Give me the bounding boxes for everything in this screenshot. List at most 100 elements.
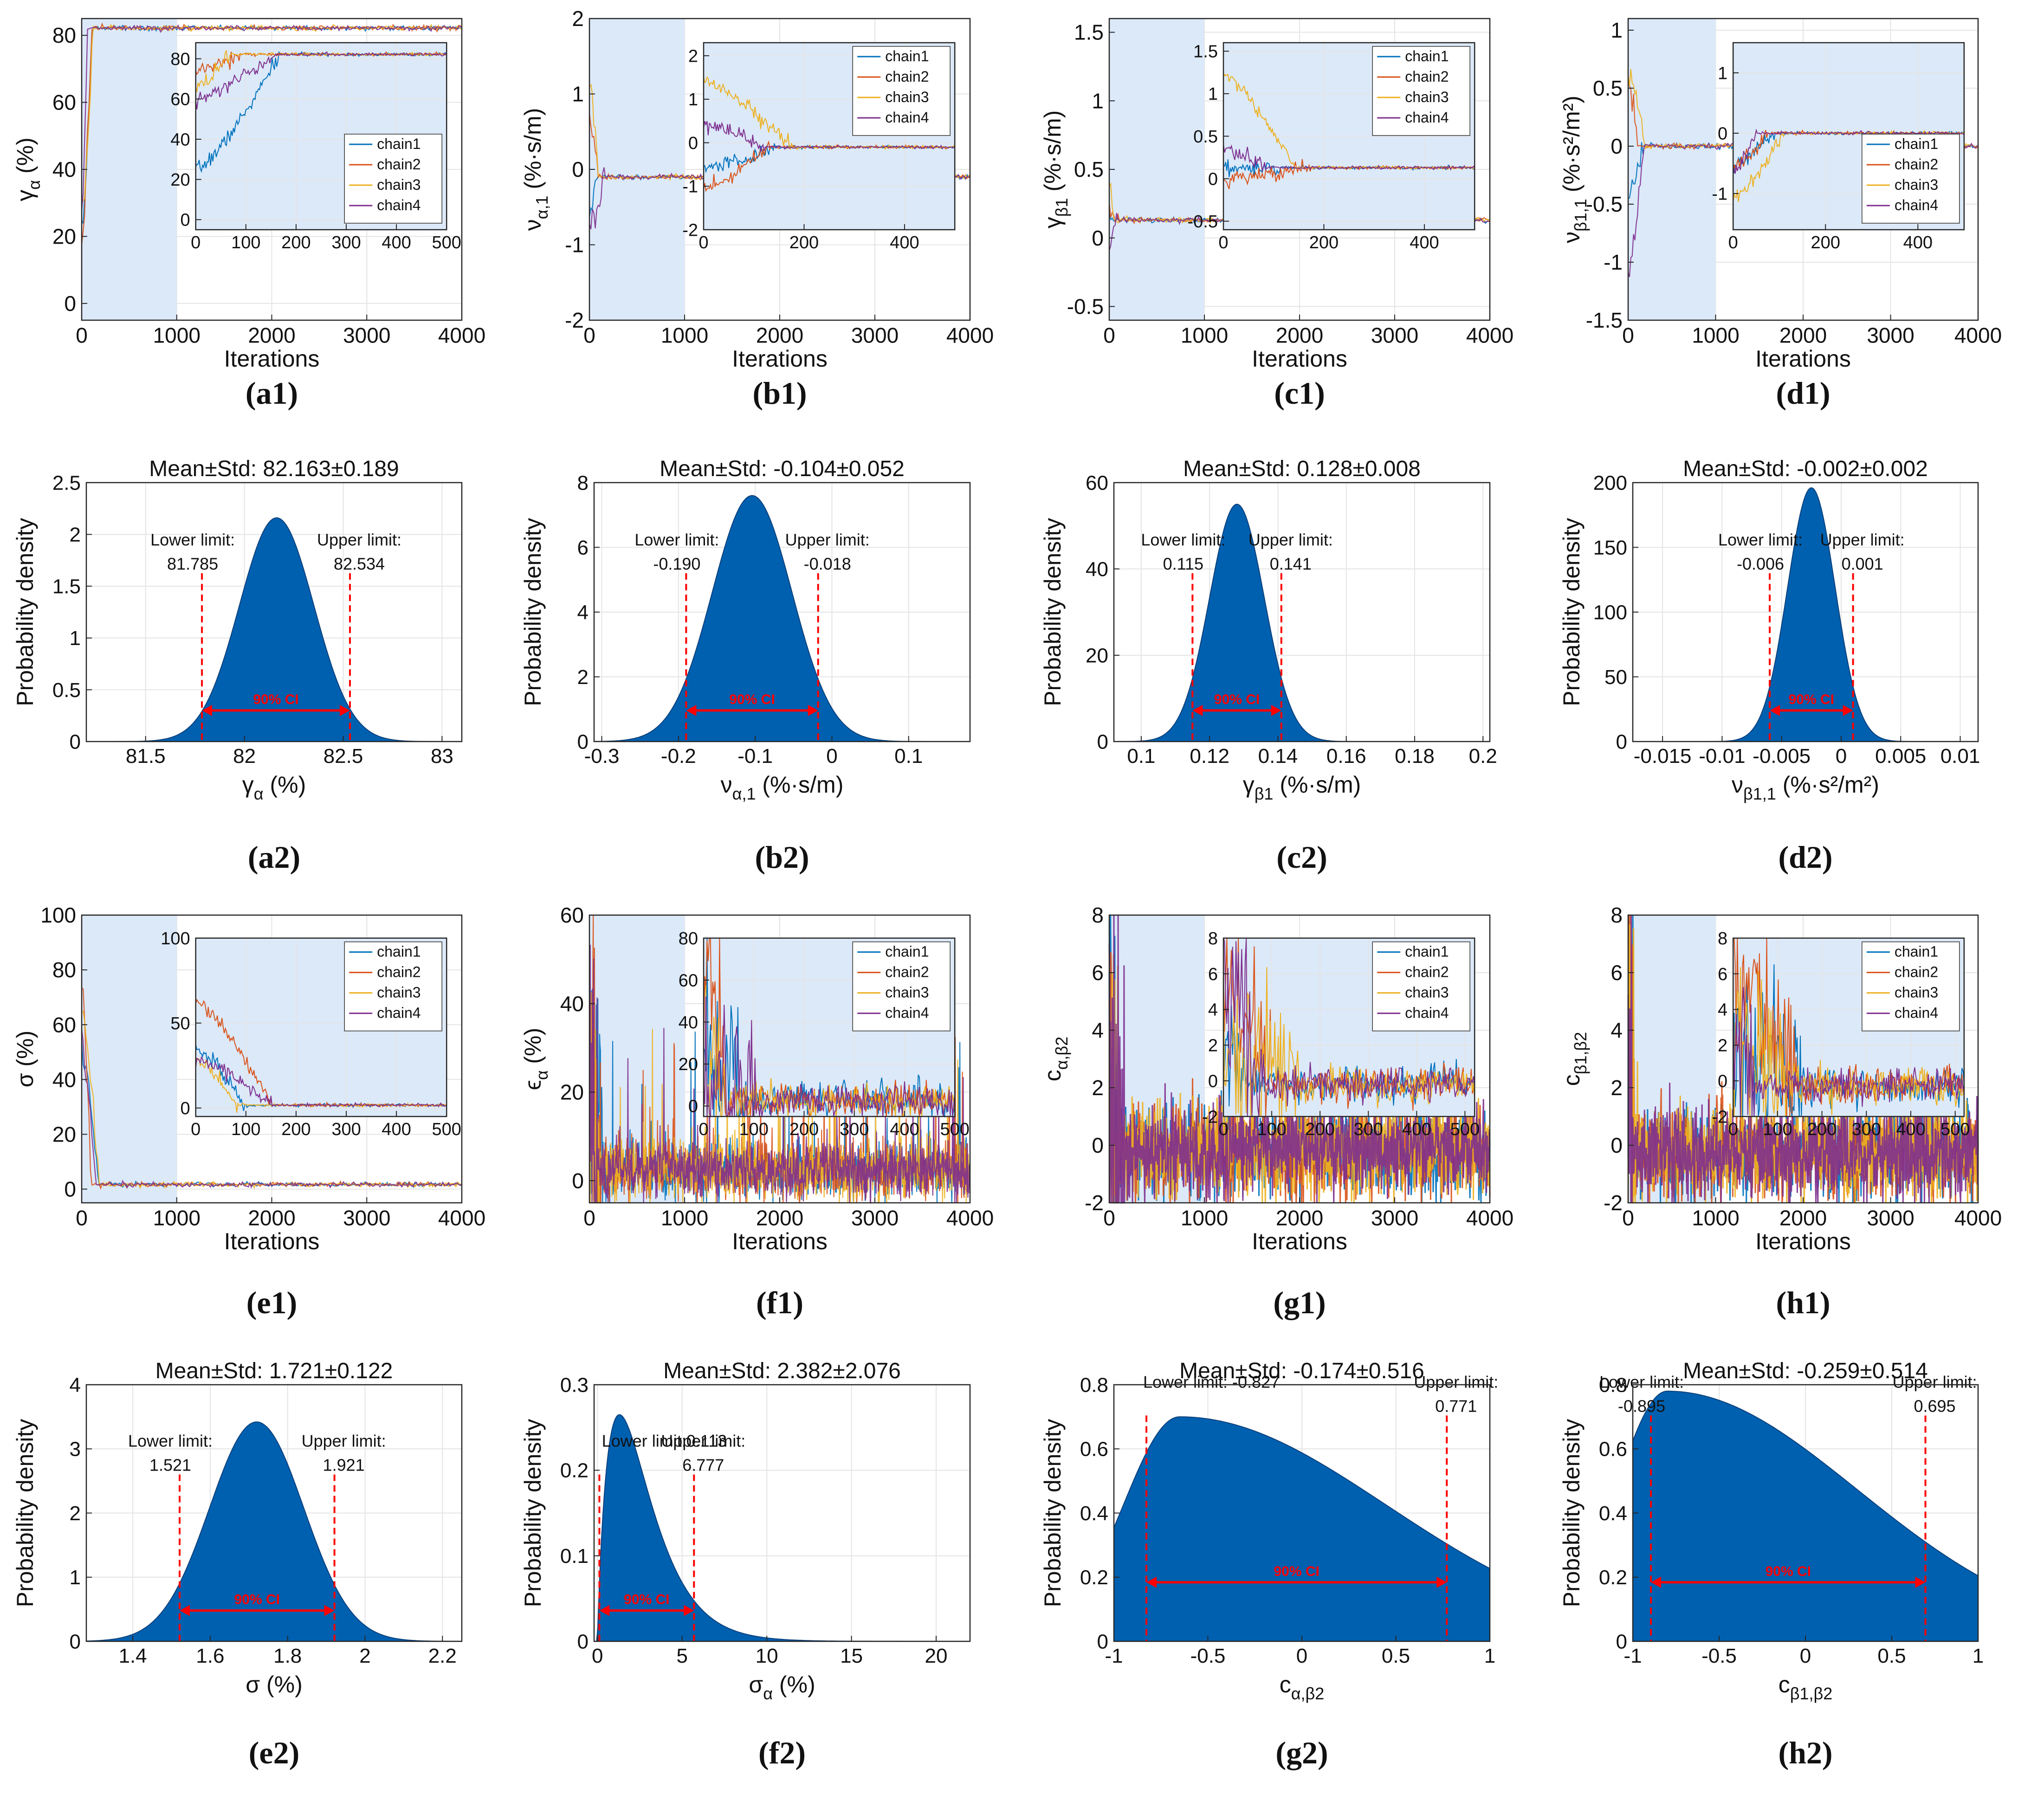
d1-inset-ytick-label-0: -1 — [1712, 184, 1727, 204]
b1-inset-xtick-label-2: 400 — [890, 233, 919, 252]
g2-ylabel: Probability density — [1040, 1419, 1066, 1607]
d1-ytick-label-1: -1 — [1604, 250, 1623, 274]
h1-inset-ytick-label-0: -2 — [1712, 1107, 1727, 1127]
g2-panel-label: (g2) — [1275, 1735, 1328, 1770]
f2-ytick-label-2: 0.2 — [560, 1459, 589, 1482]
a1-ytick-label-0: 0 — [64, 291, 76, 316]
c1-inset-xtick-label-0: 0 — [1218, 233, 1228, 252]
f1-legend-label-4: chain4 — [885, 1005, 929, 1021]
g1-inset-ytick-label-1: 0 — [1208, 1071, 1218, 1091]
e1-xtick-label-3: 3000 — [343, 1206, 390, 1230]
h1-inset-chain3-line — [1733, 967, 1965, 1117]
b1-legend-box — [852, 46, 951, 136]
g1-ytick-label-4: 6 — [1092, 961, 1104, 985]
g1-xtick-label-4: 4000 — [1466, 1206, 1514, 1230]
d2-xtick-label-0: -0.015 — [1634, 745, 1692, 768]
b1-legend: chain1 chain2 chain3 chain4 — [852, 46, 951, 136]
d1-ylabel: νβ1,1 (%·s²/m²) — [1559, 96, 1590, 243]
d2-xtick-label-2: -0.005 — [1753, 745, 1811, 768]
e1-chain4-line — [81, 1029, 462, 1189]
g1-inset-xtick-label-5: 500 — [1450, 1120, 1480, 1139]
b2-title: Mean±Std: -0.104±0.052 — [660, 457, 905, 481]
a1-xtick-label-2: 2000 — [248, 323, 295, 347]
f2-ylabel: Probability density — [520, 1419, 546, 1607]
h1-panel-label: (h1) — [1776, 1285, 1830, 1320]
c1-xtick-label-4: 4000 — [1466, 323, 1514, 347]
h2-ytick-label-1: 0.2 — [1599, 1566, 1627, 1589]
h1-ylabel: cβ1,β2 — [1559, 1032, 1590, 1086]
a1-xtick-label-0: 0 — [76, 323, 88, 347]
b1-xtick-label-1: 1000 — [661, 323, 708, 347]
e2-xtick-label-1: 1.6 — [196, 1645, 224, 1667]
h2-ytick-label-2: 0.4 — [1599, 1502, 1627, 1525]
d1-inset-frame — [1732, 42, 1965, 231]
e1-inset-ytick-label-1: 50 — [170, 1014, 190, 1033]
a1-inset-ytick-label-0: 0 — [181, 211, 190, 230]
c2-ci-arrowhead-left — [1192, 705, 1203, 716]
d1-xtick-label-2: 2000 — [1779, 323, 1827, 347]
c1-inset-ytick-label-3: 1 — [1208, 84, 1218, 104]
a2-xlabel: γα (%) — [242, 772, 306, 803]
a2-lower-text-1: 81.785 — [167, 554, 218, 573]
c1-inset-xtick-label-2: 400 — [1410, 233, 1439, 252]
a2-ci-arrowhead-left — [202, 705, 213, 716]
a1-inset-frame — [195, 42, 447, 231]
h1-legend: chain1 chain2 chain3 chain4 — [1862, 941, 1960, 1032]
g1-panel-label: (g1) — [1273, 1285, 1326, 1320]
b2-xtick-label-2: -0.1 — [737, 745, 773, 768]
b1-inset: 0 200 400 -2 -1 0 1 2 chain1 chain2 chain3 chain4 — [682, 42, 956, 252]
d1-legend-label-3: chain3 — [1895, 176, 1938, 193]
f1-xtick-label-4: 4000 — [946, 1206, 994, 1230]
b2-xtick-label-3: 0 — [826, 745, 837, 768]
h1-inset-xtick-label-5: 500 — [1940, 1120, 1970, 1139]
g1-inset-chain2-line — [1223, 938, 1475, 1117]
d2-ytick-label-2: 100 — [1593, 601, 1627, 624]
d1-xlabel: Iterations — [1755, 346, 1851, 372]
density-panel-e2: 90% CI Lower limit: 1.521 Upper limit: 1.921… — [12, 1359, 463, 1770]
e1-inset-xtick-label-0: 0 — [191, 1120, 201, 1139]
g1-xtick-label-3: 3000 — [1371, 1206, 1418, 1230]
b1-inset-xtick-label-0: 0 — [699, 233, 708, 252]
e1-xtick-label-2: 2000 — [248, 1206, 295, 1230]
g1-xtick-label-0: 0 — [1103, 1206, 1115, 1230]
c1-xtick-label-0: 0 — [1103, 323, 1115, 347]
a2-upper-text-0: Upper limit: — [317, 530, 401, 549]
b1-xtick-label-3: 3000 — [851, 323, 899, 347]
f1-inset-xtick-label-1: 100 — [739, 1120, 769, 1139]
d2-lower-text-0: Lower limit: — [1718, 530, 1803, 549]
a1-inset-chain4-line — [195, 51, 447, 110]
g1-legend-label-4: chain4 — [1405, 1005, 1449, 1021]
b1-xlabel: Iterations — [732, 346, 828, 372]
e2-upper-text-1: 1.921 — [323, 1456, 365, 1475]
f2-xtick-label-3: 15 — [840, 1645, 863, 1667]
f2-ytick-label-3: 0.3 — [560, 1374, 589, 1396]
density-panel-g2: 90% CI Lower limit: -0.827 Upper limit: 0.7… — [1040, 1359, 1498, 1770]
density-panel-a2: 90% CI Lower limit: 81.785 Upper limit: 82.5… — [12, 457, 463, 875]
c1-inset: 0 200 400-0.500.511.5 chain1chain2chain3cha… — [1188, 42, 1475, 252]
h2-xtick-label-4: 1 — [1973, 1645, 1984, 1667]
g2-density-area — [1113, 1416, 1490, 1642]
h1-inset-ytick-label-3: 4 — [1718, 1000, 1727, 1020]
a1-xtick-label-4: 4000 — [438, 323, 485, 347]
f1-ytick-label-2: 40 — [560, 992, 584, 1016]
h2-xtick-label-2: 0 — [1800, 1645, 1811, 1667]
d1-legend-box — [1862, 134, 1960, 224]
c1-inset-chain4-line — [1223, 144, 1475, 173]
f2-ytick-label-1: 0.1 — [560, 1545, 589, 1568]
g1-ytick-label-5: 8 — [1092, 903, 1104, 927]
d1-legend: chain1 chain2 chain3 chain4 — [1862, 134, 1960, 224]
a2-frame — [85, 482, 463, 742]
f1-ytick-label-0: 0 — [572, 1168, 584, 1193]
c1-legend-label-2: chain2 — [1405, 68, 1449, 85]
f2-lower-text-0: Lower limit:0.113 — [602, 1432, 727, 1451]
d1-burnin-region — [1628, 19, 1716, 320]
c2-xlabel: γβ1 (%·s/m) — [1243, 772, 1361, 803]
b2-ci-arrowhead-right — [808, 705, 818, 716]
trace-panel-d1: 0 1000 2000 3000 4000-1.5-1-0.500.51Iteratio… — [1559, 18, 2002, 411]
f2-xlabel: σα (%) — [749, 1672, 815, 1703]
g2-lower-text-0: Lower limit: -0.827 — [1143, 1372, 1280, 1391]
e1-legend-box — [344, 941, 442, 1032]
g1-inset: 0 100 200 300 400 500-202468chain1chain2chain… — [1202, 929, 1480, 1139]
a1-legend-label-2: chain2 — [377, 156, 420, 173]
